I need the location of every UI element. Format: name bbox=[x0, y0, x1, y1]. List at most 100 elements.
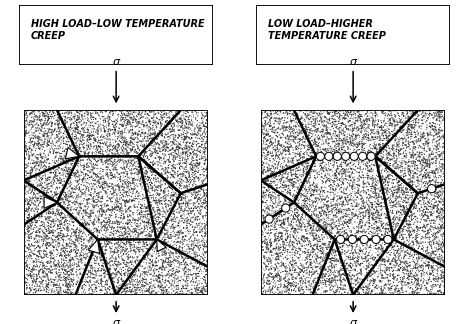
Point bbox=[68, 110, 75, 116]
Point bbox=[283, 112, 291, 117]
Point bbox=[369, 116, 377, 121]
Point bbox=[121, 286, 128, 292]
Point bbox=[317, 269, 324, 274]
Point bbox=[104, 162, 112, 167]
Point bbox=[423, 161, 430, 166]
Point bbox=[353, 264, 360, 269]
Point bbox=[39, 266, 46, 271]
Point bbox=[50, 219, 57, 225]
Point bbox=[198, 196, 205, 201]
Point bbox=[61, 126, 69, 131]
Point bbox=[326, 136, 334, 141]
Point bbox=[275, 210, 283, 215]
Point bbox=[178, 145, 185, 151]
Point bbox=[406, 222, 413, 227]
Point bbox=[292, 237, 299, 242]
Point bbox=[28, 279, 36, 284]
Point bbox=[272, 165, 279, 170]
Point bbox=[204, 199, 212, 204]
Point bbox=[260, 274, 267, 280]
Point bbox=[301, 176, 309, 181]
Point bbox=[295, 258, 303, 263]
Point bbox=[93, 159, 101, 165]
Point bbox=[354, 280, 362, 285]
Point bbox=[327, 244, 335, 249]
Point bbox=[125, 200, 133, 205]
Point bbox=[424, 197, 432, 202]
Point bbox=[366, 229, 374, 234]
Point bbox=[153, 171, 161, 176]
Point bbox=[185, 190, 193, 195]
Point bbox=[314, 275, 322, 280]
Point bbox=[263, 147, 270, 153]
Point bbox=[364, 171, 371, 176]
Point bbox=[137, 139, 144, 144]
Point bbox=[307, 249, 315, 255]
Point bbox=[45, 129, 52, 134]
Point bbox=[72, 156, 79, 161]
Point bbox=[99, 145, 107, 150]
Point bbox=[391, 112, 398, 117]
Point bbox=[366, 169, 374, 174]
Point bbox=[365, 262, 373, 267]
Point bbox=[298, 263, 306, 269]
Point bbox=[38, 140, 46, 145]
Point bbox=[134, 281, 141, 286]
Point bbox=[192, 131, 200, 136]
Point bbox=[435, 154, 443, 159]
Point bbox=[408, 210, 416, 215]
Point bbox=[387, 176, 394, 181]
Point bbox=[151, 198, 158, 203]
Point bbox=[434, 271, 441, 276]
Point bbox=[145, 220, 152, 225]
Point bbox=[306, 223, 314, 228]
Point bbox=[433, 190, 441, 195]
Point bbox=[177, 189, 184, 194]
Point bbox=[165, 154, 173, 159]
Point bbox=[123, 209, 130, 214]
Point bbox=[267, 172, 274, 178]
Point bbox=[391, 287, 399, 292]
Point bbox=[266, 216, 273, 221]
Point bbox=[391, 120, 398, 125]
Point bbox=[387, 113, 395, 118]
Point bbox=[421, 199, 428, 204]
Point bbox=[317, 114, 324, 120]
Point bbox=[167, 195, 174, 200]
Point bbox=[280, 200, 288, 205]
Point bbox=[109, 186, 117, 191]
Point bbox=[259, 239, 267, 244]
Point bbox=[44, 156, 52, 161]
Point bbox=[364, 270, 372, 275]
Point bbox=[374, 215, 382, 221]
Point bbox=[153, 273, 160, 278]
Point bbox=[363, 200, 371, 205]
Point bbox=[358, 201, 366, 206]
Point bbox=[28, 169, 36, 174]
Point bbox=[337, 250, 345, 256]
Point bbox=[190, 120, 197, 125]
Point bbox=[23, 208, 30, 213]
Point bbox=[43, 160, 50, 165]
Point bbox=[91, 257, 98, 262]
Point bbox=[383, 156, 391, 161]
Point bbox=[78, 173, 85, 178]
Point bbox=[428, 246, 436, 251]
Point bbox=[326, 178, 333, 183]
Point bbox=[409, 132, 416, 137]
Point bbox=[270, 253, 278, 258]
Point bbox=[76, 184, 83, 190]
Point bbox=[173, 154, 181, 159]
Point bbox=[166, 141, 173, 146]
Point bbox=[90, 198, 98, 203]
Point bbox=[147, 140, 155, 145]
Point bbox=[153, 183, 161, 189]
Point bbox=[170, 141, 177, 146]
Point bbox=[97, 288, 105, 293]
Point bbox=[303, 259, 311, 264]
Point bbox=[375, 274, 383, 279]
Point bbox=[104, 183, 111, 188]
Point bbox=[418, 182, 426, 187]
Point bbox=[44, 182, 52, 187]
Point bbox=[162, 287, 169, 292]
